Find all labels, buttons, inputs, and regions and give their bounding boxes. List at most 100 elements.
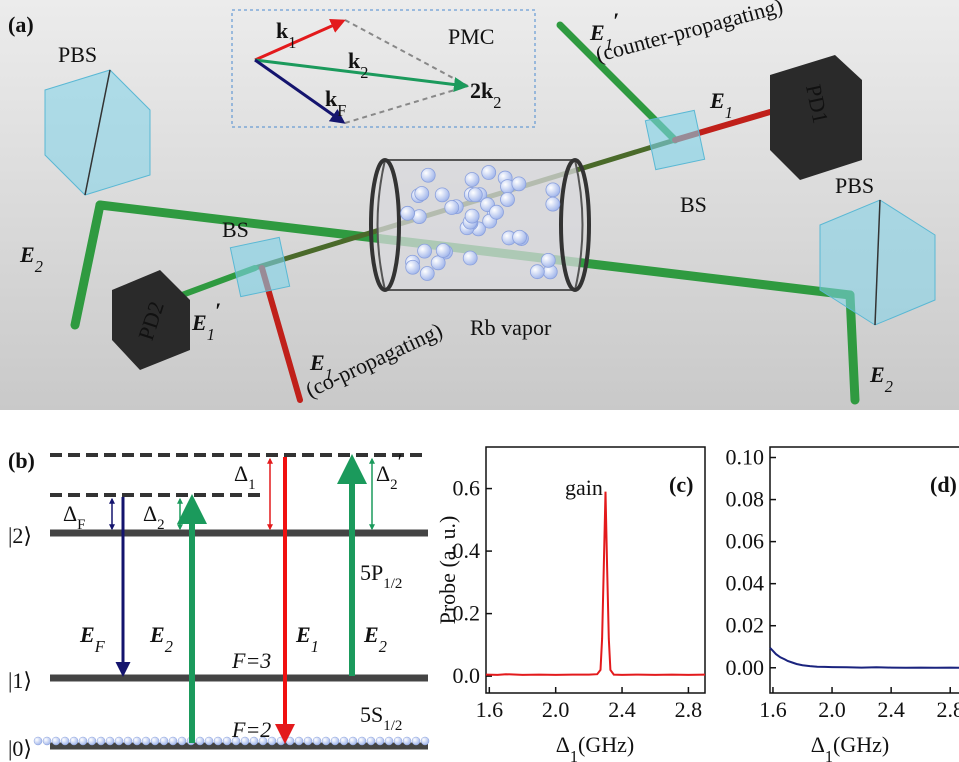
field-label-base: E: [295, 622, 311, 647]
x-axis-label-sub: 1: [570, 747, 578, 762]
state-label: |0⟩: [8, 736, 32, 761]
data-line: [770, 648, 959, 668]
field-label: E1: [295, 622, 319, 656]
y-tick-label: 0.02: [726, 613, 765, 638]
bs-cube: [645, 110, 704, 169]
component-label: BS: [680, 192, 707, 217]
x-tick-label: 2.8: [675, 697, 703, 722]
atom: [385, 737, 393, 745]
level-label: 5S1/2: [360, 702, 402, 734]
vapor-cell: [371, 160, 589, 290]
field-label: E2: [363, 622, 387, 656]
level-label: 5P1/2: [360, 560, 402, 592]
atom: [412, 737, 420, 745]
atom: [340, 737, 348, 745]
vector-label-base: k: [348, 48, 361, 73]
level-label: F=3: [231, 648, 271, 673]
atom: [214, 737, 222, 745]
field-label: EF: [79, 622, 106, 656]
component-label: PBS: [835, 173, 874, 198]
x-tick-label: 2.4: [877, 697, 905, 722]
level-label-sub: 1/2: [383, 718, 402, 734]
y-tick-label: 0.04: [726, 571, 765, 596]
atom: [465, 172, 479, 186]
atom: [421, 168, 435, 182]
atom: [546, 197, 560, 211]
beam-label-base: E: [19, 242, 35, 267]
level-label-sub: 1/2: [383, 576, 402, 592]
vector-label-sub: 2: [360, 63, 368, 82]
atom: [367, 737, 375, 745]
atom: [52, 737, 60, 745]
atom: [421, 737, 429, 745]
state-label: |1⟩: [8, 668, 32, 693]
atom: [160, 737, 168, 745]
atom: [97, 737, 105, 745]
panel-label: (b): [8, 448, 35, 473]
beam-label-base: E: [709, 88, 725, 113]
vector-label-base: k: [325, 86, 338, 111]
atom: [205, 737, 213, 745]
x-tick-label: 2.4: [608, 697, 636, 722]
atom: [70, 737, 78, 745]
vector-label-base: k: [276, 18, 289, 43]
atom: [223, 737, 231, 745]
atom: [34, 737, 42, 745]
detuning-label-sub: 2: [157, 517, 164, 533]
atom: [304, 737, 312, 745]
panel-label: (a): [8, 12, 34, 37]
beam-label-base: E: [869, 362, 885, 387]
atom: [513, 230, 527, 244]
atom: [124, 737, 132, 745]
detuning-label-sub: F: [77, 517, 85, 533]
y-axis-label: Probe (a. u.): [435, 516, 460, 625]
vector-label-base: 2k: [470, 78, 494, 103]
vector-label-sub: 1: [288, 33, 296, 52]
field-label-base: E: [363, 622, 379, 647]
atom: [169, 737, 177, 745]
beam-label-base: E: [191, 310, 207, 335]
atom: [435, 188, 449, 202]
atom: [151, 737, 159, 745]
y-tick-label: 0.6: [453, 476, 481, 501]
atom: [133, 737, 141, 745]
atom: [295, 737, 303, 745]
atom: [420, 266, 434, 280]
field-label-sub: 1: [311, 637, 319, 656]
vector-label-sub: 2: [493, 93, 501, 112]
x-tick-label: 2.0: [542, 697, 570, 722]
atom: [541, 253, 555, 267]
beam-label-sub: 2: [885, 377, 893, 396]
atom: [512, 177, 526, 191]
field-label-sub: 2: [165, 637, 173, 656]
x-tick-label: 2.0: [818, 697, 846, 722]
atom: [403, 737, 411, 745]
atom: [79, 737, 87, 745]
detuning-label-sup: ′: [398, 449, 403, 474]
y-tick-label: 0.00: [726, 655, 765, 680]
atom: [415, 187, 429, 201]
figure: (a)PMCk1k22k2kFPBSPBSBSBSPD1PD2Rb vaporE…: [0, 0, 959, 762]
field-label-base: E: [149, 622, 165, 647]
detuning-label-sub: 1: [248, 477, 255, 493]
level-label: F=2: [231, 717, 271, 742]
component-label: Rb vapor: [470, 315, 552, 340]
field-label-sub: F: [94, 637, 106, 656]
detuning-label-sub: 2: [390, 477, 397, 493]
beam-label-sub: 1: [207, 325, 215, 344]
x-tick-label: 1.6: [476, 697, 504, 722]
inset-title: PMC: [448, 24, 494, 49]
atom: [418, 244, 432, 258]
atom: [349, 737, 357, 745]
atom: [313, 737, 321, 745]
atom: [142, 737, 150, 745]
bs-cube: [230, 237, 289, 296]
component-label: BS: [222, 217, 249, 242]
state-label: |2⟩: [8, 523, 32, 548]
x-axis-label-rest: (GHz): [833, 732, 889, 757]
atom: [482, 166, 496, 180]
atom: [178, 737, 186, 745]
field-label: E2: [149, 622, 173, 656]
component-label: PBS: [58, 42, 97, 67]
detuning-label-base: Δ: [234, 461, 248, 486]
